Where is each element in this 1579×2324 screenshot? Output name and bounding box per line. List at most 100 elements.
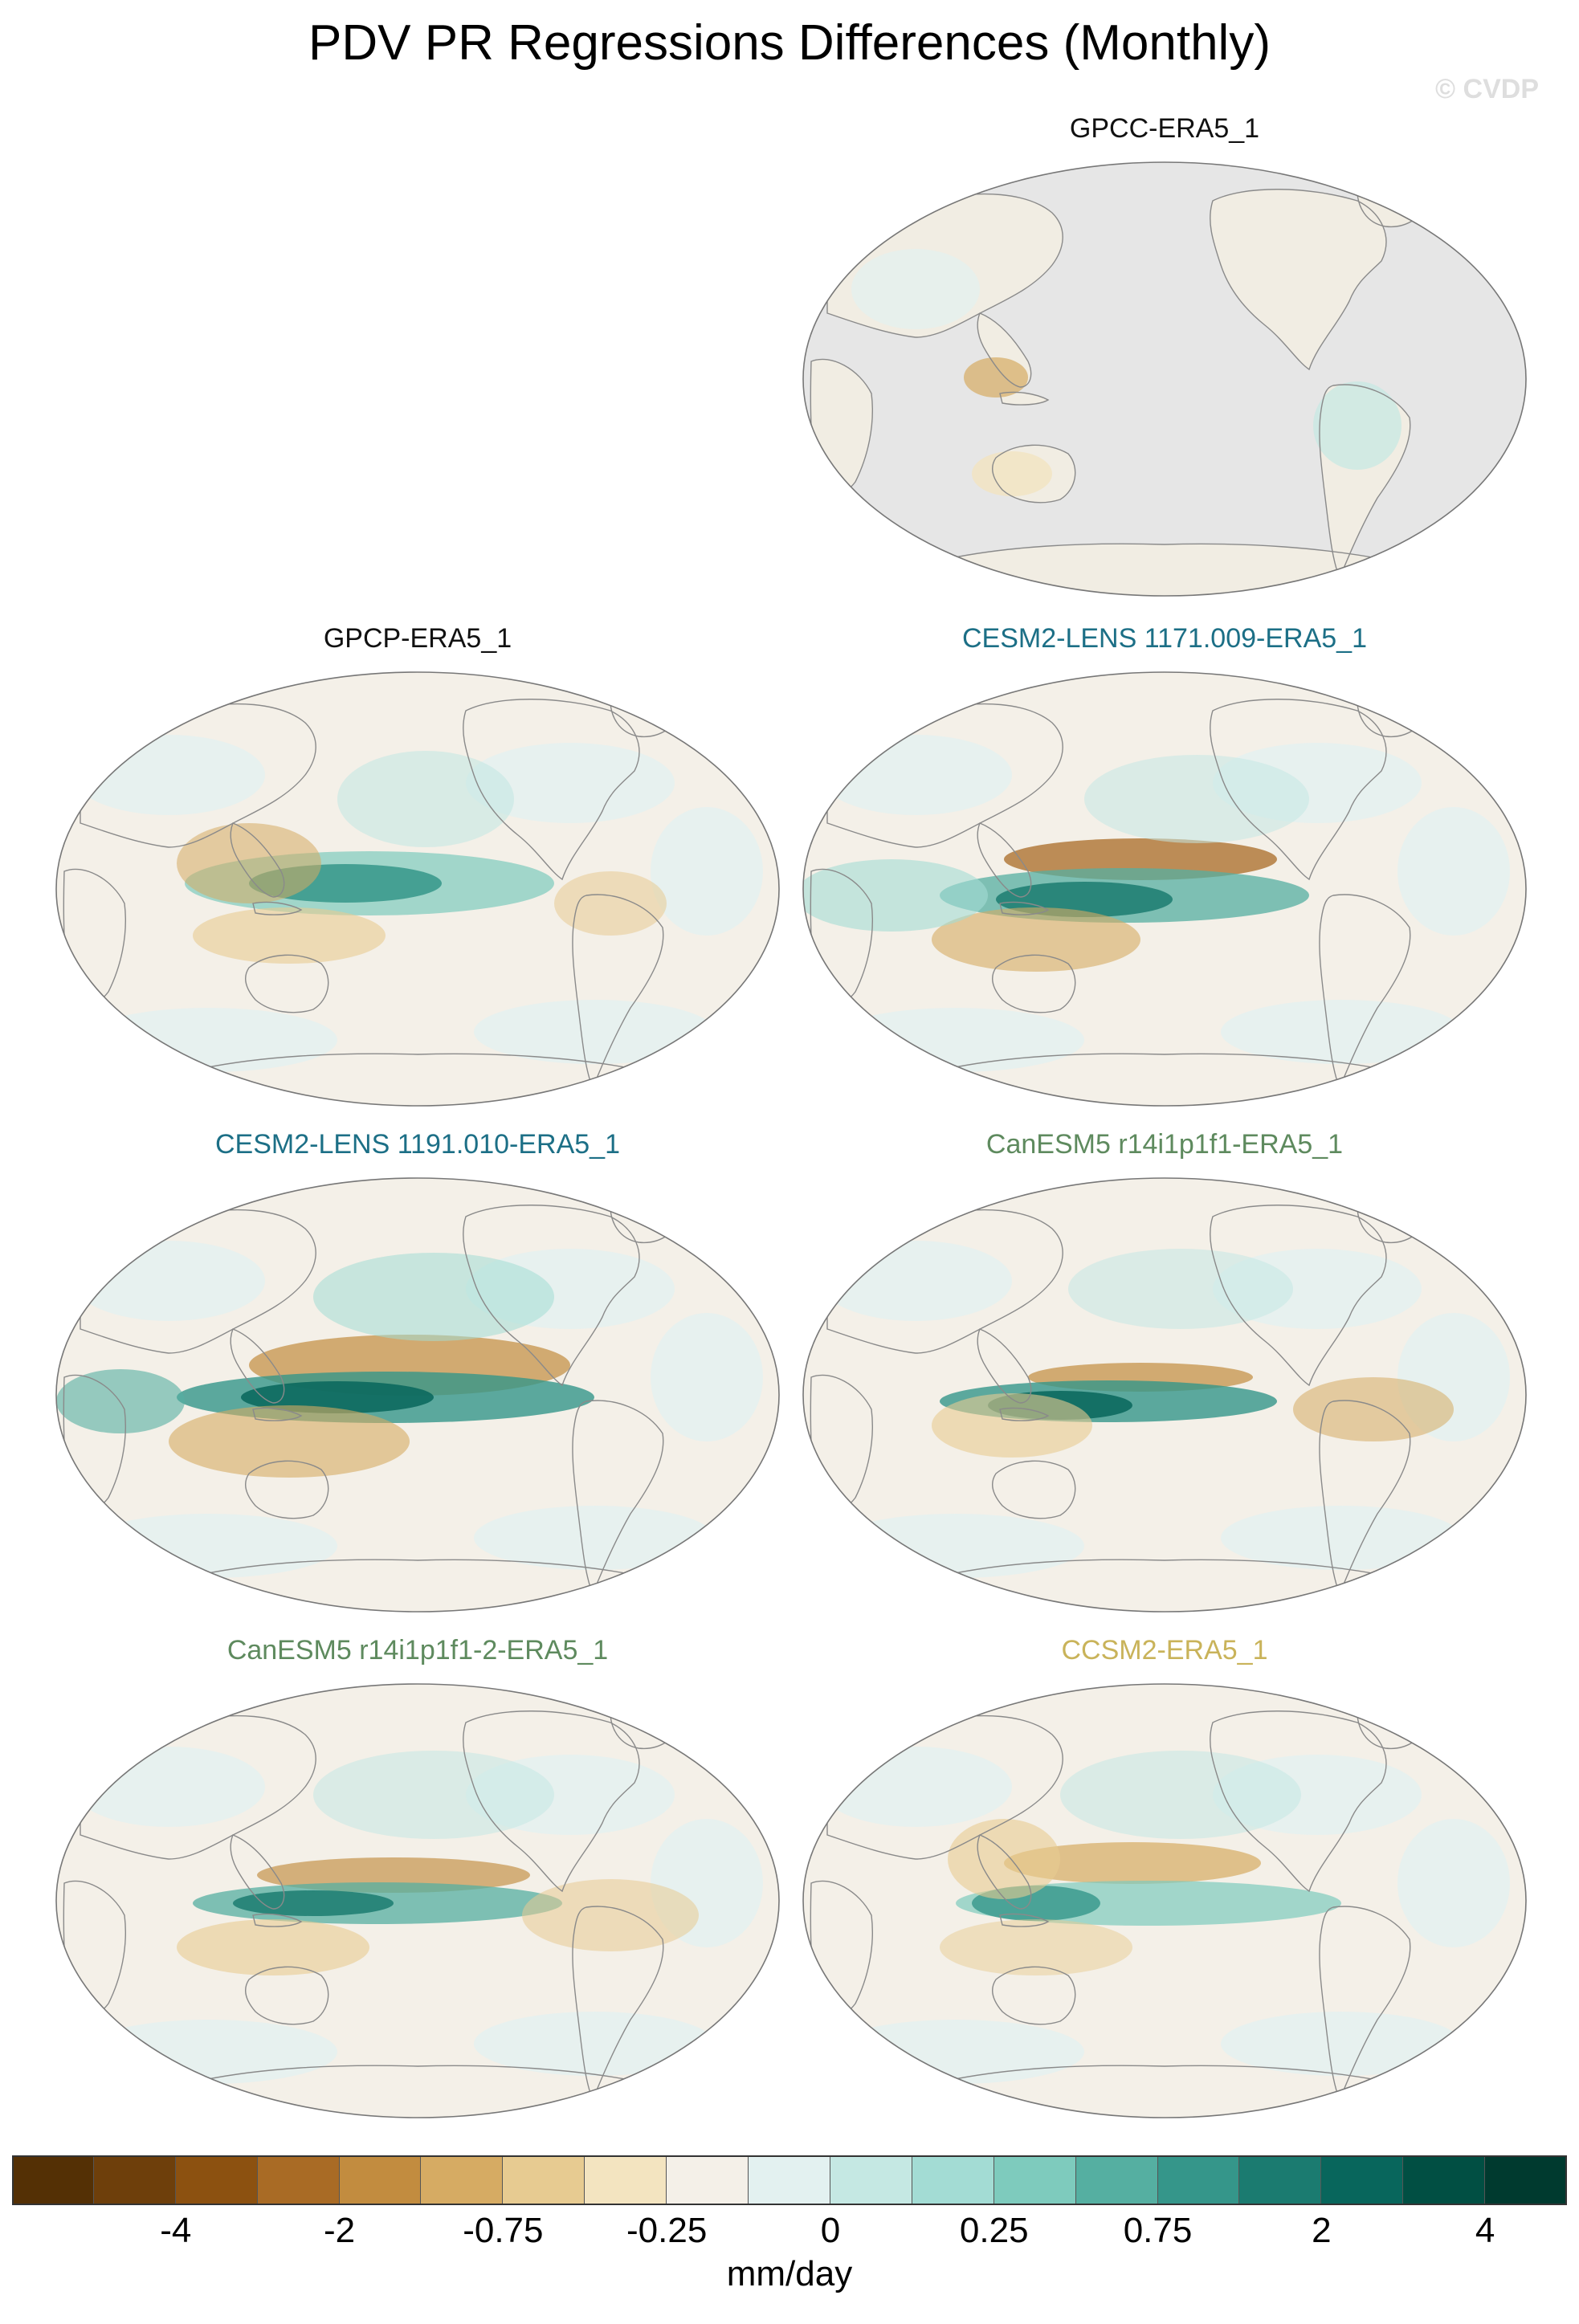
anomaly-region	[233, 1890, 394, 1916]
anomaly-region	[932, 1393, 1092, 1458]
colorbar-tick-label: 0.75	[1123, 2211, 1193, 2250]
anomaly-region	[177, 823, 321, 903]
anomaly-region	[1313, 381, 1402, 470]
anomaly-region	[80, 2020, 337, 2084]
map-border	[802, 1683, 1527, 2118]
colorbar-tick-label: 0	[820, 2211, 841, 2250]
anomaly-region	[474, 1000, 715, 1064]
map-panel-cesm1: CESM2-LENS 1171.009-ERA5_1	[795, 622, 1534, 1120]
anomaly-region	[819, 1747, 1012, 1827]
anomaly-region	[72, 1241, 265, 1321]
colorbar-swatch	[93, 2155, 176, 2205]
colorbar-tick-label: -2	[324, 2211, 356, 2250]
coastline	[244, 954, 329, 1013]
colorbar-frame	[12, 2155, 1567, 2205]
coastline	[1210, 189, 1387, 371]
colorbar-swatch	[912, 2155, 994, 2205]
panel-title: CCSM2-ERA5_1	[1061, 1635, 1268, 1666]
map-border	[802, 1177, 1527, 1613]
anomaly-region	[1068, 1249, 1293, 1329]
anomaly-region	[72, 735, 265, 815]
anomaly-region	[827, 2020, 1084, 2084]
map-panel-ccsm: CCSM2-ERA5_1	[795, 1634, 1534, 2132]
panel-title: CanESM5 r14i1p1f1-2-ERA5_1	[226, 1635, 609, 1666]
anomaly-region	[827, 1514, 1084, 1578]
anomaly-region	[651, 1313, 763, 1441]
map-panel-gpcc: GPCC-ERA5_1	[795, 112, 1534, 610]
colorbar-swatch	[503, 2155, 585, 2205]
colorbar-tick-label: -4	[160, 2211, 192, 2250]
coastline	[999, 901, 1050, 915]
map-panel-gpcp: GPCP-ERA5_1	[48, 622, 787, 1120]
coastline	[991, 444, 1076, 504]
map-panel-can1: CanESM5 r14i1p1f1-ERA5_1	[795, 1128, 1534, 1626]
anomaly-region	[522, 1879, 699, 1951]
coastline	[991, 954, 1076, 1013]
map-panel-cesm2: CESM2-LENS 1191.010-ERA5_1	[48, 1128, 787, 1626]
anomaly-region	[940, 1919, 1132, 1975]
anomaly-region	[948, 1819, 1060, 1899]
map-background	[803, 162, 1526, 596]
coastline	[244, 1966, 329, 2025]
coastline	[999, 391, 1050, 406]
panel-title: CESM2-LENS 1191.010-ERA5_1	[215, 1129, 620, 1160]
world-map	[802, 671, 1527, 1107]
anomaly-region	[1221, 2012, 1462, 2076]
anomaly-region	[72, 1747, 265, 1827]
anomaly-region	[851, 249, 980, 329]
colorbar-swatch	[585, 2155, 667, 2205]
anomaly-region	[80, 1514, 337, 1578]
world-map	[802, 1177, 1527, 1613]
anomaly-region	[1293, 1377, 1454, 1441]
coastline	[1210, 699, 1387, 881]
map-border	[802, 161, 1527, 597]
map-panel-can2: CanESM5 r14i1p1f1-2-ERA5_1	[48, 1634, 787, 2132]
anomaly-region	[1397, 1819, 1510, 1947]
world-map	[55, 1683, 780, 2118]
anomaly-region	[169, 1405, 410, 1478]
coastline	[977, 1328, 1032, 1404]
colorbar	[12, 2155, 1567, 2207]
coastline	[463, 1710, 640, 1893]
anomaly-region	[1060, 1751, 1301, 1839]
world-map	[55, 1177, 780, 1613]
anomaly-region	[1221, 1506, 1462, 1570]
coastline	[252, 1407, 303, 1421]
colorbar-swatch	[667, 2155, 749, 2205]
anomaly-region	[651, 807, 763, 936]
colorbar-tick-label: -0.75	[463, 2211, 544, 2250]
coastline	[463, 1205, 640, 1387]
coastline	[1210, 1205, 1387, 1387]
colorbar-tick-label: 2	[1312, 2211, 1332, 2250]
colorbar-tick-label: 0.25	[959, 2211, 1029, 2250]
anomaly-region	[56, 1369, 185, 1433]
panel-title: GPCC-ERA5_1	[1069, 113, 1260, 144]
colorbar-swatch	[421, 2155, 504, 2205]
anomaly-region	[803, 859, 988, 932]
colorbar-swatch	[1321, 2155, 1404, 2205]
anomaly-region	[827, 1008, 1084, 1072]
anomaly-region	[554, 871, 667, 936]
map-border	[55, 1683, 780, 2118]
colorbar-swatch	[1403, 2155, 1486, 2205]
coastline	[991, 1966, 1076, 2025]
colorbar-swatch	[339, 2155, 422, 2205]
anomaly-region	[819, 735, 1012, 815]
coastline	[244, 1460, 329, 1519]
anomaly-region	[932, 907, 1140, 972]
anomaly-region	[474, 2012, 715, 2076]
panel-title: GPCP-ERA5_1	[323, 623, 512, 654]
map-border	[55, 671, 780, 1107]
world-map	[802, 161, 1527, 597]
coastline	[999, 1913, 1050, 1927]
anomaly-region	[1397, 807, 1510, 936]
figure-title: PDV PR Regressions Differences (Monthly)	[308, 15, 1271, 71]
coastline	[230, 1834, 285, 1910]
coastline	[230, 1328, 285, 1404]
anomaly-region	[313, 1751, 554, 1839]
coastline	[999, 1407, 1050, 1421]
world-map	[802, 1683, 1527, 2118]
map-border	[55, 1177, 780, 1613]
anomaly-region	[474, 1506, 715, 1570]
anomaly-region	[972, 451, 1052, 496]
